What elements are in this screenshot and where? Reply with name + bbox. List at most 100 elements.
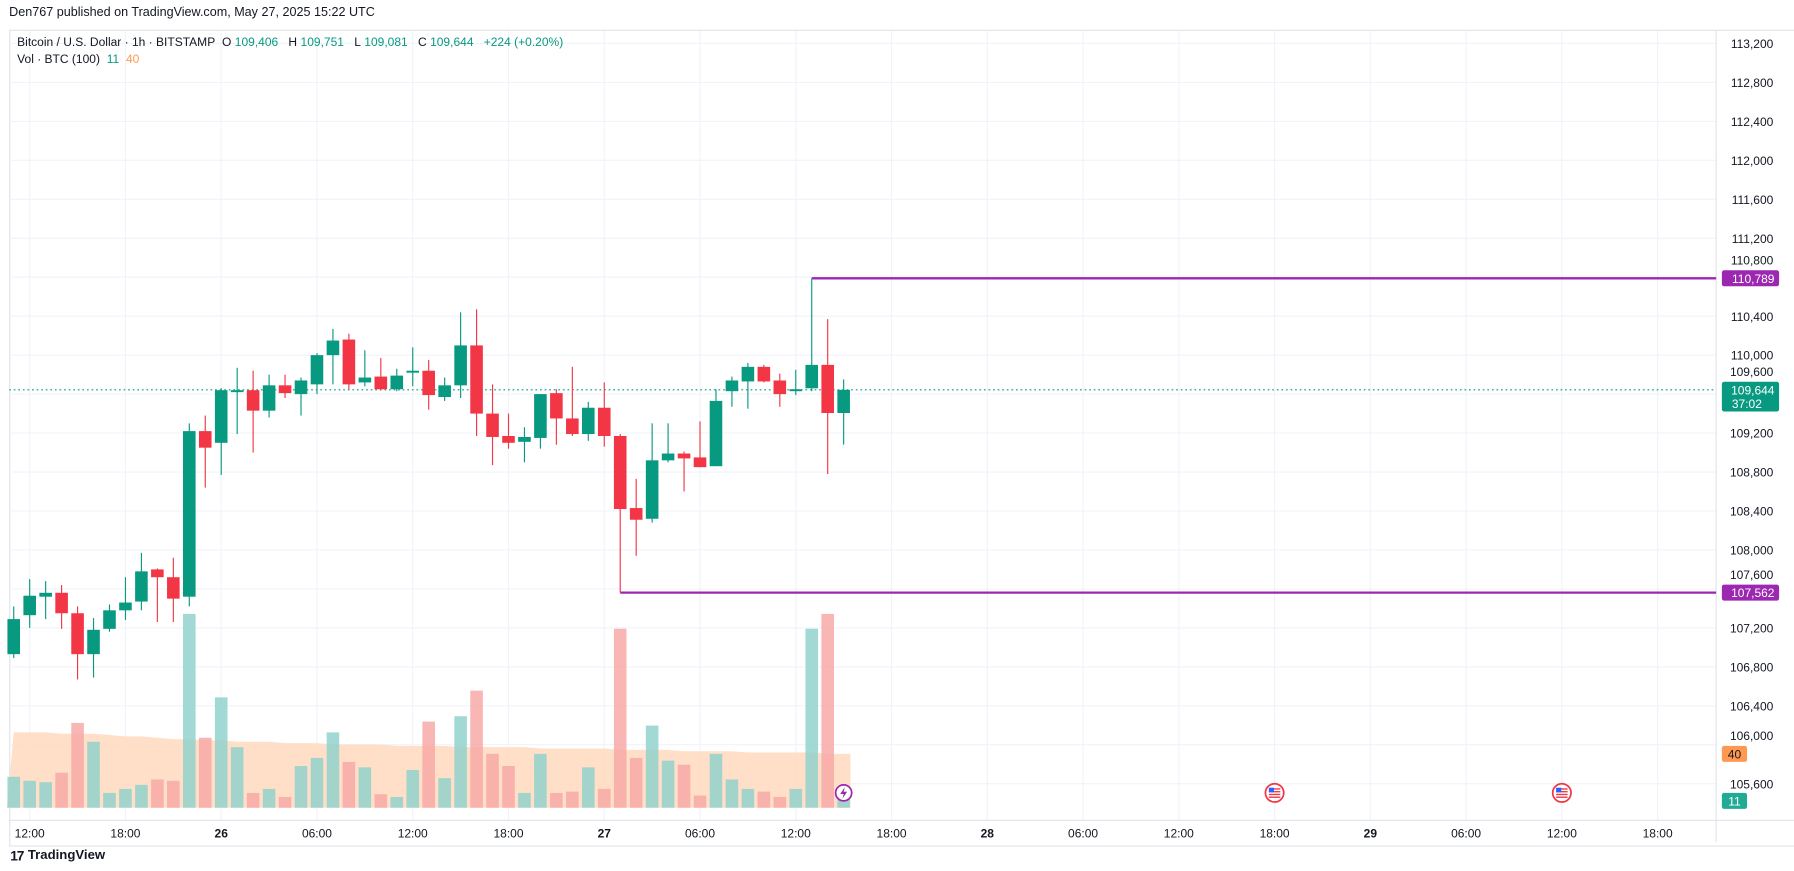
volume-legend[interactable]: Vol · BTC (100) 11 40 [17,51,566,68]
price-axis-label: 112,400 [1731,115,1774,129]
candle-up [725,380,739,392]
candle-up [741,366,755,382]
candle-down [502,435,515,443]
us-flag-stripe [1268,791,1281,793]
time-axis-label: 28 [981,826,995,840]
candle-up [805,364,819,389]
volume-label: Vol · BTC (100) [17,52,100,67]
volume-bar [661,760,675,808]
volume-bar [518,792,531,808]
volume-bar [23,780,36,808]
candle-up [789,389,803,392]
volume-ma-tag-text: 40 [1728,747,1742,761]
volume-tag-text: 11 [1728,794,1741,808]
us-flag-stripe [1268,793,1281,796]
candle-up [262,385,276,411]
volume-bar [470,690,483,808]
change-value: +224 (+0.20%) [483,35,564,50]
candle-up [534,394,547,438]
tradingview-footer[interactable]: 17 TradingView [10,848,105,864]
candle-down [198,431,212,448]
time-axis-label: 12:00 [781,826,811,840]
volume-bar [182,613,196,808]
candle-down [374,376,388,390]
volume-value: 11 [106,52,120,67]
price-axis-label: 110,000 [1731,349,1774,363]
volume-bar [566,791,579,808]
price-axis-label: 110,800 [1731,254,1774,268]
volume-bar [151,779,164,808]
candle-up [645,460,659,519]
volume-bar [629,757,643,808]
high-label: H [288,35,298,50]
price-axis-label: 110,400 [1731,310,1774,324]
volume-bar [294,766,308,808]
volume-bar [71,722,84,808]
candle-down [629,508,643,520]
candle-up [358,377,372,383]
candle-down [613,435,627,510]
candle-up [23,595,36,616]
time-axis-label: 18:00 [493,826,523,840]
candle-down [278,385,292,394]
candle-up [39,592,52,597]
volume-bar [310,757,324,808]
candle-up [390,375,404,390]
us-flag-stripe [1556,791,1568,793]
candle-up [709,400,723,467]
candle-up [182,431,196,597]
candle-down [486,413,499,437]
volume-bar [87,741,100,808]
volume-bar [741,788,755,808]
candle-up [230,390,244,393]
candle-down [167,577,180,599]
volume-bar [246,792,260,808]
volume-bar [262,788,276,808]
price-axis-label: 113,200 [1731,37,1774,51]
price-axis-label: 109,200 [1730,427,1774,441]
price-axis-label: 106,000 [1730,729,1774,743]
time-axis-label: 12:00 [398,826,428,840]
candle-down [71,613,84,655]
price-axis-label: 108,400 [1730,505,1774,519]
volume-bar [582,767,595,808]
price-axis-label: 112,800 [1731,76,1774,90]
price-axis-label: 105,600 [1730,777,1774,791]
volume-bar [167,780,180,808]
time-axis-label: 26 [215,826,229,840]
candle-down [55,592,68,614]
candle-up [135,571,148,602]
time-axis-label: 27 [598,826,612,840]
volume-bar [534,753,547,808]
time-axis-label: 06:00 [1451,826,1481,840]
volume-bar [214,697,228,808]
time-axis-label: 18:00 [1643,826,1673,840]
volume-bar [39,782,52,808]
us-flag-stripe [1268,788,1281,790]
volume-bar [374,794,388,808]
volume-bar [438,778,451,808]
volume-bar [502,766,515,808]
volume-bar [725,779,739,808]
volume-bar [422,721,435,808]
candle-up [454,345,467,386]
level-price-tag [1721,270,1780,287]
volume-bar [390,796,404,808]
candle-down [566,418,579,435]
price-axis-label: 107,600 [1730,568,1774,582]
time-axis-label: 12:00 [1164,826,1194,840]
price-axis-label: 108,000 [1730,544,1774,558]
open-value: 109,406 [234,35,279,50]
symbol-title: Bitcoin / U.S. Dollar · 1h · BITSTAMP [17,35,216,50]
us-flag-stripe [1556,788,1568,790]
price-axis-label: 106,400 [1730,699,1774,713]
candle-up [326,340,340,356]
countdown-text: 37:02 [1732,397,1762,411]
candle-down [597,407,611,436]
us-flag-icon [1551,782,1572,803]
lightning-icon-glyph [840,787,848,799]
time-axis-label: 06:00 [1068,826,1098,840]
